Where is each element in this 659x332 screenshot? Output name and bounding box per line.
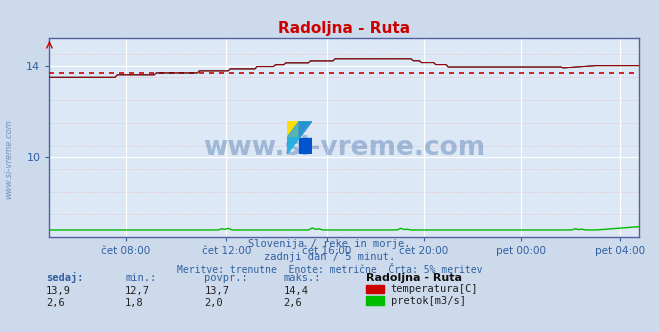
Text: maks.:: maks.:	[283, 273, 321, 283]
Bar	[299, 138, 312, 154]
Text: zadnji dan / 5 minut.: zadnji dan / 5 minut.	[264, 252, 395, 262]
Text: povpr.:: povpr.:	[204, 273, 248, 283]
Text: www.si-vreme.com: www.si-vreme.com	[4, 120, 13, 199]
Text: sedaj:: sedaj:	[46, 272, 84, 283]
Text: www.si-vreme.com: www.si-vreme.com	[203, 135, 486, 161]
Polygon shape	[299, 121, 312, 138]
Polygon shape	[287, 121, 312, 154]
Text: 2,6: 2,6	[46, 298, 65, 308]
Text: Meritve: trenutne  Enote: metrične  Črta: 5% meritev: Meritve: trenutne Enote: metrične Črta: …	[177, 265, 482, 275]
Text: Radoljna - Ruta: Radoljna - Ruta	[366, 273, 462, 283]
Text: 12,7: 12,7	[125, 286, 150, 296]
Text: 13,7: 13,7	[204, 286, 229, 296]
Text: 2,6: 2,6	[283, 298, 302, 308]
Text: 13,9: 13,9	[46, 286, 71, 296]
Text: temperatura[C]: temperatura[C]	[391, 284, 478, 294]
Bar	[287, 121, 299, 138]
Polygon shape	[287, 138, 299, 154]
Text: min.:: min.:	[125, 273, 156, 283]
Text: pretok[m3/s]: pretok[m3/s]	[391, 296, 466, 306]
Text: 1,8: 1,8	[125, 298, 144, 308]
Text: 2,0: 2,0	[204, 298, 223, 308]
Text: Slovenija / reke in morje.: Slovenija / reke in morje.	[248, 239, 411, 249]
Text: 14,4: 14,4	[283, 286, 308, 296]
Title: Radoljna - Ruta: Radoljna - Ruta	[278, 21, 411, 36]
